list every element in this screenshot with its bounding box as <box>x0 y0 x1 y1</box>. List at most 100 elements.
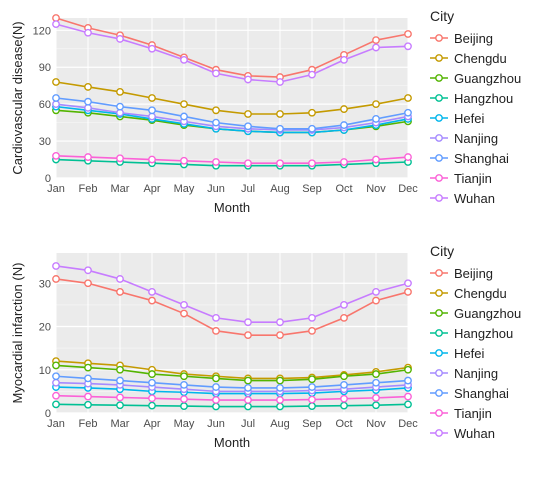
legend-swatch-icon <box>430 109 448 127</box>
legend-label: Hefei <box>454 346 484 361</box>
series-marker <box>181 101 187 107</box>
series-marker <box>245 76 251 82</box>
legend-label: Beijing <box>454 266 493 281</box>
x-tick-label: Jul <box>241 418 255 430</box>
series-marker <box>53 393 59 399</box>
series-marker <box>405 401 411 407</box>
series-marker <box>277 332 283 338</box>
series-marker <box>405 110 411 116</box>
x-tick-label: Feb <box>79 418 98 430</box>
y-axis-label: Cardiovascular disease(N) <box>10 21 25 174</box>
x-axis-label: Month <box>214 435 250 450</box>
legend-item-hefei: Hefei <box>430 343 521 363</box>
series-marker <box>53 362 59 368</box>
series-marker <box>245 123 251 129</box>
series-marker <box>117 155 123 161</box>
series-marker <box>277 319 283 325</box>
legend-label: Hangzhou <box>454 326 513 341</box>
series-marker <box>53 263 59 269</box>
legend-item-nanjing: Nanjing <box>430 128 521 148</box>
series-marker <box>405 377 411 383</box>
legend-swatch-icon <box>430 149 448 167</box>
legend-swatch-icon <box>430 404 448 422</box>
series-marker <box>117 89 123 95</box>
legend-label: Nanjing <box>454 366 498 381</box>
legend-item-beijing: Beijing <box>430 28 521 48</box>
series-marker <box>149 402 155 408</box>
series-marker <box>181 403 187 409</box>
series-marker <box>53 373 59 379</box>
legend-label: Chengdu <box>454 286 507 301</box>
legend-swatch-icon <box>430 324 448 342</box>
chart-mi: 0102030JanFebMarAprMayJunJulAugSepOctNov… <box>8 243 527 458</box>
legend-swatch-icon <box>430 189 448 207</box>
series-marker <box>149 371 155 377</box>
series-marker <box>309 384 315 390</box>
legend-item-tianjin: Tianjin <box>430 403 521 423</box>
series-marker <box>373 371 379 377</box>
x-tick-label: Sep <box>302 418 322 430</box>
x-tick-label: Dec <box>398 183 418 195</box>
y-tick-label: 120 <box>33 25 51 37</box>
legend-label: Beijing <box>454 31 493 46</box>
series-marker <box>149 380 155 386</box>
legend-item-hefei: Hefei <box>430 108 521 128</box>
series-marker <box>373 289 379 295</box>
series-marker <box>181 373 187 379</box>
x-tick-label: Nov <box>366 418 386 430</box>
series-marker <box>245 319 251 325</box>
x-tick-label: Aug <box>270 418 290 430</box>
legend-swatch-icon <box>430 384 448 402</box>
legend-label: Guangzhou <box>454 306 521 321</box>
series-marker <box>373 116 379 122</box>
y-tick-label: 20 <box>39 322 51 334</box>
legend-label: Hangzhou <box>454 91 513 106</box>
series-marker <box>117 367 123 373</box>
x-tick-label: Aug <box>270 183 290 195</box>
y-tick-label: 90 <box>39 62 51 74</box>
series-marker <box>53 21 59 27</box>
series-marker <box>53 153 59 159</box>
series-marker <box>149 46 155 52</box>
series-marker <box>309 403 315 409</box>
series-marker <box>373 156 379 162</box>
x-tick-label: Oct <box>335 183 352 195</box>
series-marker <box>405 31 411 37</box>
series-marker <box>85 402 91 408</box>
series-marker <box>213 107 219 113</box>
legend-swatch-icon <box>430 424 448 442</box>
legend-title: City <box>430 243 521 259</box>
series-marker <box>117 103 123 109</box>
series-marker <box>309 71 315 77</box>
series-marker <box>245 111 251 117</box>
legend-item-wuhan: Wuhan <box>430 423 521 443</box>
legend-label: Wuhan <box>454 191 495 206</box>
series-marker <box>213 70 219 76</box>
legend-item-tianjin: Tianjin <box>430 168 521 188</box>
x-tick-label: Jun <box>207 418 225 430</box>
series-marker <box>277 111 283 117</box>
series-marker <box>245 385 251 391</box>
series-marker <box>181 382 187 388</box>
series-marker <box>149 95 155 101</box>
series-marker <box>53 15 59 21</box>
series-marker <box>53 101 59 107</box>
x-tick-label: Dec <box>398 418 418 430</box>
series-marker <box>373 380 379 386</box>
legend-label: Shanghai <box>454 386 509 401</box>
legend-item-shanghai: Shanghai <box>430 148 521 168</box>
y-tick-label: 60 <box>39 99 51 111</box>
legend-label: Shanghai <box>454 151 509 166</box>
series-marker <box>341 159 347 165</box>
series-marker <box>181 396 187 402</box>
legend-swatch-icon <box>430 129 448 147</box>
series-marker <box>181 302 187 308</box>
legend-swatch-icon <box>430 264 448 282</box>
series-marker <box>245 397 251 403</box>
legend-item-guangzhou: Guangzhou <box>430 68 521 88</box>
series-marker <box>181 57 187 63</box>
legend-label: Chengdu <box>454 51 507 66</box>
series-marker <box>53 276 59 282</box>
x-axis-label: Month <box>214 200 250 215</box>
y-axis-label: Myocardial infarction (N) <box>10 263 25 404</box>
